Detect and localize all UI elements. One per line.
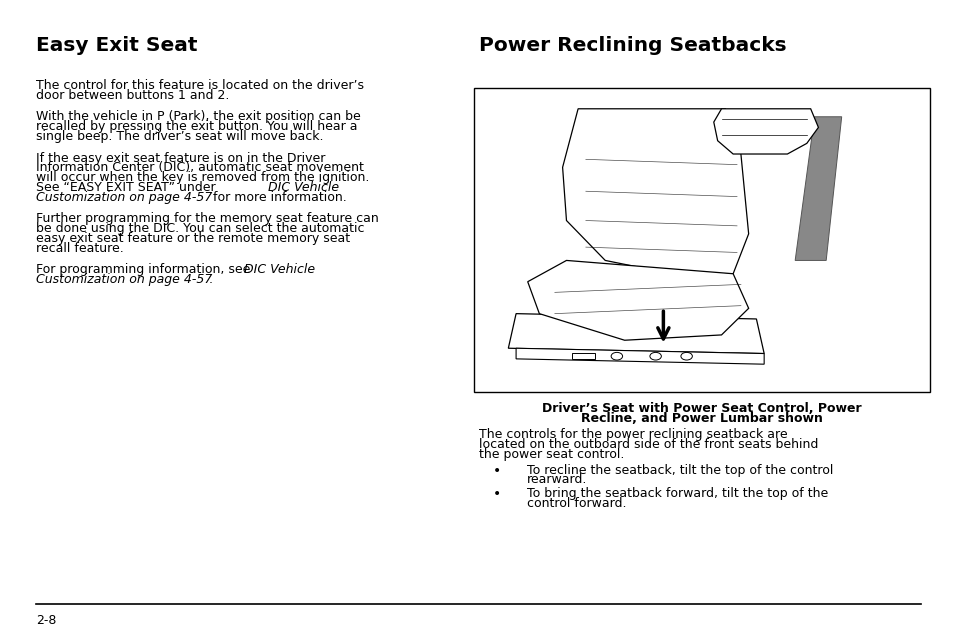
Text: See “EASY EXIT SEAT” under: See “EASY EXIT SEAT” under [36, 181, 219, 194]
Text: Further programming for the memory seat feature can: Further programming for the memory seat … [36, 212, 378, 225]
Text: single beep. The driver’s seat will move back.: single beep. The driver’s seat will move… [36, 130, 323, 143]
Text: the power seat control.: the power seat control. [478, 448, 623, 461]
Text: be done using the DIC. You can select the automatic: be done using the DIC. You can select th… [36, 222, 364, 235]
Polygon shape [508, 314, 763, 353]
Text: 2-8: 2-8 [36, 614, 56, 627]
Text: Customization on page 4-57: Customization on page 4-57 [36, 191, 213, 204]
Text: •: • [493, 487, 501, 501]
Polygon shape [713, 109, 818, 154]
Text: To recline the seatback, tilt the top of the control: To recline the seatback, tilt the top of… [526, 464, 832, 477]
Text: DIC Vehicle: DIC Vehicle [244, 263, 315, 276]
Text: .: . [209, 273, 213, 286]
Text: Driver’s Seat with Power Seat Control, Power: Driver’s Seat with Power Seat Control, P… [541, 402, 862, 415]
Text: DIC Vehicle: DIC Vehicle [268, 181, 339, 194]
Text: Power Reclining Seatbacks: Power Reclining Seatbacks [478, 36, 785, 55]
Polygon shape [527, 260, 748, 340]
Text: The control for this feature is located on the driver’s: The control for this feature is located … [36, 79, 364, 92]
Text: recall feature.: recall feature. [36, 242, 124, 255]
Text: easy exit seat feature or the remote memory seat: easy exit seat feature or the remote mem… [36, 232, 350, 245]
Text: Information Center (DIC), automatic seat movement: Information Center (DIC), automatic seat… [36, 161, 364, 174]
Text: Customization on page 4-57: Customization on page 4-57 [36, 273, 213, 286]
Text: Easy Exit Seat: Easy Exit Seat [36, 36, 197, 55]
Polygon shape [562, 109, 748, 274]
Text: With the vehicle in P (Park), the exit position can be: With the vehicle in P (Park), the exit p… [36, 110, 360, 123]
Text: for more information.: for more information. [209, 191, 346, 204]
Text: door between buttons 1 and 2.: door between buttons 1 and 2. [36, 89, 230, 102]
Text: will occur when the key is removed from the ignition.: will occur when the key is removed from … [36, 171, 369, 184]
Bar [571, 353, 595, 359]
Text: If the easy exit seat feature is on in the Driver: If the easy exit seat feature is on in t… [36, 151, 325, 165]
Polygon shape [516, 348, 763, 364]
Text: The controls for the power reclining seatback are: The controls for the power reclining sea… [478, 428, 787, 441]
Text: To bring the seatback forward, tilt the top of the: To bring the seatback forward, tilt the … [526, 487, 827, 500]
Text: For programming information, see: For programming information, see [36, 263, 254, 276]
Text: control forward.: control forward. [526, 496, 625, 510]
Bar [474, 88, 929, 392]
Text: •: • [493, 464, 501, 477]
Text: recalled by pressing the exit button. You will hear a: recalled by pressing the exit button. Yo… [36, 120, 357, 133]
Text: rearward.: rearward. [526, 473, 586, 486]
Text: located on the outboard side of the front seats behind: located on the outboard side of the fron… [478, 438, 818, 451]
Text: Recline, and Power Lumbar shown: Recline, and Power Lumbar shown [580, 412, 822, 425]
Polygon shape [795, 117, 841, 260]
